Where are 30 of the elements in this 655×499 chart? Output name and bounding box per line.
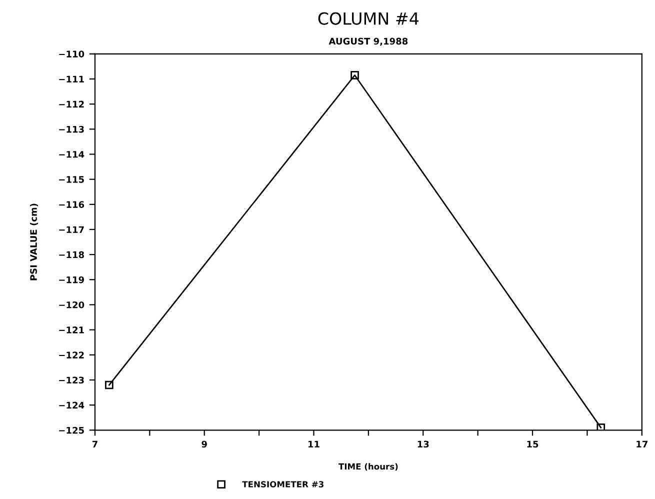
x-tick-label: 13: [418, 440, 429, 448]
y-tick-label: −124: [59, 402, 84, 408]
x-axis-title: TIME (hours): [338, 463, 398, 471]
y-tick-label: −121: [59, 326, 84, 334]
y-tick-label: −122: [59, 352, 84, 358]
y-tick-label: −125: [59, 426, 84, 434]
y-tick-label: −119: [59, 276, 84, 284]
y-tick-label: −111: [59, 76, 84, 82]
x-tick-label: 17: [636, 440, 648, 448]
y-tick-label: −117: [59, 226, 84, 233]
y-tick-label: −116: [59, 201, 84, 208]
point: [105, 380, 114, 390]
y-tick-label: −118: [59, 251, 84, 258]
y-tick-label: −112: [59, 100, 84, 108]
y-axis-title: PSI VALUE (cm): [30, 204, 38, 280]
y-tick-label: −123: [59, 376, 84, 384]
y-tick-label: −110: [59, 50, 84, 58]
point: [350, 71, 359, 80]
chart-subtitle: AUGUST 9,1988: [328, 38, 408, 46]
x-tick-label: 15: [527, 440, 538, 448]
chart-title: COLUMN #4: [318, 12, 419, 25]
x-tick-label: 11: [308, 440, 320, 448]
y-tick-label: −114: [59, 151, 84, 158]
legend-label: TENSIOMETER #3: [242, 481, 324, 488]
y-tick-label: −115: [59, 176, 84, 183]
x-tick-label: 7: [92, 440, 98, 448]
y-tick-label: −113: [59, 126, 84, 133]
y-tick-label: −120: [59, 301, 84, 308]
x-tick-label: 9: [202, 440, 207, 448]
point: [596, 423, 606, 430]
